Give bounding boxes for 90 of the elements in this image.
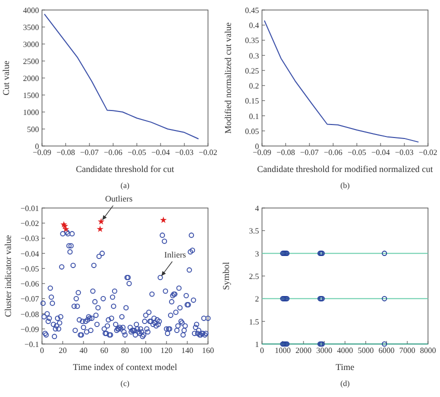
x-tick-label: −0.09: [32, 148, 52, 157]
x-tick-label: 20: [58, 346, 67, 355]
x-tick-label: 100: [140, 346, 152, 355]
x-tick-label: 2000: [296, 346, 312, 355]
x-tick-label: −0.07: [300, 148, 319, 157]
y-tick-label: 0.4: [249, 21, 259, 30]
x-tick-label: −0.03: [395, 148, 414, 157]
y-tick-label: 2: [255, 294, 259, 304]
x-tick-label: 3000: [316, 346, 332, 355]
y-tick-label: 0: [255, 142, 259, 151]
y-tick-label: 0.35: [245, 36, 259, 46]
y-tick-label: −0.07: [20, 294, 39, 304]
y-tick-label: −0.03: [20, 234, 39, 244]
x-tick-label: −0.06: [104, 148, 122, 157]
annotation: Inliers: [164, 250, 186, 260]
y-axis-title: Modified normalized cut value: [223, 22, 233, 134]
y-tick-label: 500: [27, 125, 39, 134]
x-tick-label: 140: [181, 346, 194, 355]
x-tick-label: 8000: [420, 346, 436, 355]
x-axis-title: Candidate threshold for modified normalized cut: [257, 164, 434, 174]
line-series: [264, 20, 420, 143]
x-tick-label: 6000: [378, 346, 394, 355]
y-axis-title: Cut value: [1, 60, 11, 96]
x-tick-label: −0.07: [80, 148, 99, 157]
x-axis-title: Candidate threshold for cut: [76, 164, 175, 174]
x-axis-title: Time index of context model: [72, 362, 178, 372]
y-tick-label: −0.09: [20, 324, 39, 334]
y-tick-label: 1000: [23, 108, 39, 117]
y-tick-label: −0.02: [20, 219, 39, 228]
y-tick-label: 0.2: [249, 82, 259, 91]
y-tick-label: 1.5: [249, 317, 259, 326]
y-axis-title: Cluster indicator value: [3, 235, 13, 317]
line-series: [44, 14, 200, 140]
y-tick-label: 1500: [23, 91, 39, 100]
x-tick-label: −0.03: [175, 148, 194, 157]
y-tick-label: 3: [255, 249, 259, 258]
x-tick-label: −0.08: [276, 148, 295, 157]
y-tick-label: 0.1: [249, 112, 259, 121]
x-tick-label: −0.05: [348, 148, 366, 157]
y-tick-label: −0.1: [24, 340, 39, 349]
text: (b): [340, 181, 350, 190]
y-tick-label: 0.45: [245, 6, 259, 15]
point: [160, 216, 167, 223]
x-tick-label: 80: [121, 346, 129, 355]
x-tick-label: −0.08: [56, 148, 75, 157]
x-tick-label: 60: [100, 346, 108, 355]
point: [98, 218, 104, 224]
x-tick-label: −0.02: [418, 148, 438, 157]
x-tick-label: −0.05: [128, 148, 146, 157]
y-tick-label: 4000: [23, 6, 39, 15]
x-tick-label: 1000: [274, 346, 291, 355]
y-axis-title: Symbol: [221, 262, 231, 290]
y-tick-label: −0.01: [20, 204, 39, 213]
point: [382, 250, 388, 256]
y-tick-label: 0.25: [245, 66, 259, 76]
y-tick-label: 3000: [23, 40, 39, 49]
point: [382, 296, 388, 302]
x-tick-label: 5000: [358, 346, 374, 355]
y-tick-label: 2500: [23, 57, 39, 66]
text: (d): [340, 379, 350, 388]
y-tick-label: 2.5: [249, 272, 259, 281]
y-tick-label: 3500: [23, 23, 39, 32]
text: (a): [120, 181, 130, 190]
x-tick-label: −0.04: [151, 148, 170, 157]
y-tick-label: 0.15: [245, 96, 259, 106]
text: (c): [120, 379, 130, 388]
y-tick-label: 2000: [23, 74, 39, 83]
y-tick-label: −0.08: [20, 310, 39, 319]
y-tick-label: 0: [35, 142, 39, 151]
y-tick-label: 3.5: [249, 226, 259, 236]
annotation: Outliers: [105, 194, 133, 204]
point: [382, 341, 388, 347]
x-tick-label: −0.06: [324, 148, 342, 157]
y-tick-label: −0.04: [20, 249, 39, 258]
x-axis-title: Time: [336, 362, 354, 372]
x-tick-label: −0.04: [371, 148, 390, 157]
point: [96, 226, 104, 232]
y-tick-label: 1: [255, 340, 259, 349]
x-tick-label: 160: [202, 346, 214, 355]
y-tick-label: 4: [255, 204, 259, 213]
x-tick-label: 7000: [399, 346, 416, 355]
y-tick-label: −0.06: [20, 280, 39, 289]
x-tick-label: 40: [80, 346, 88, 355]
y-tick-label: 0.3: [249, 51, 259, 60]
x-tick-label: 120: [160, 346, 172, 355]
y-tick-label: −0.05: [20, 264, 39, 274]
point: [62, 226, 70, 232]
x-tick-label: 4000: [337, 346, 353, 355]
y-tick-label: 0.05: [245, 126, 259, 136]
x-tick-label: −0.02: [198, 148, 218, 157]
